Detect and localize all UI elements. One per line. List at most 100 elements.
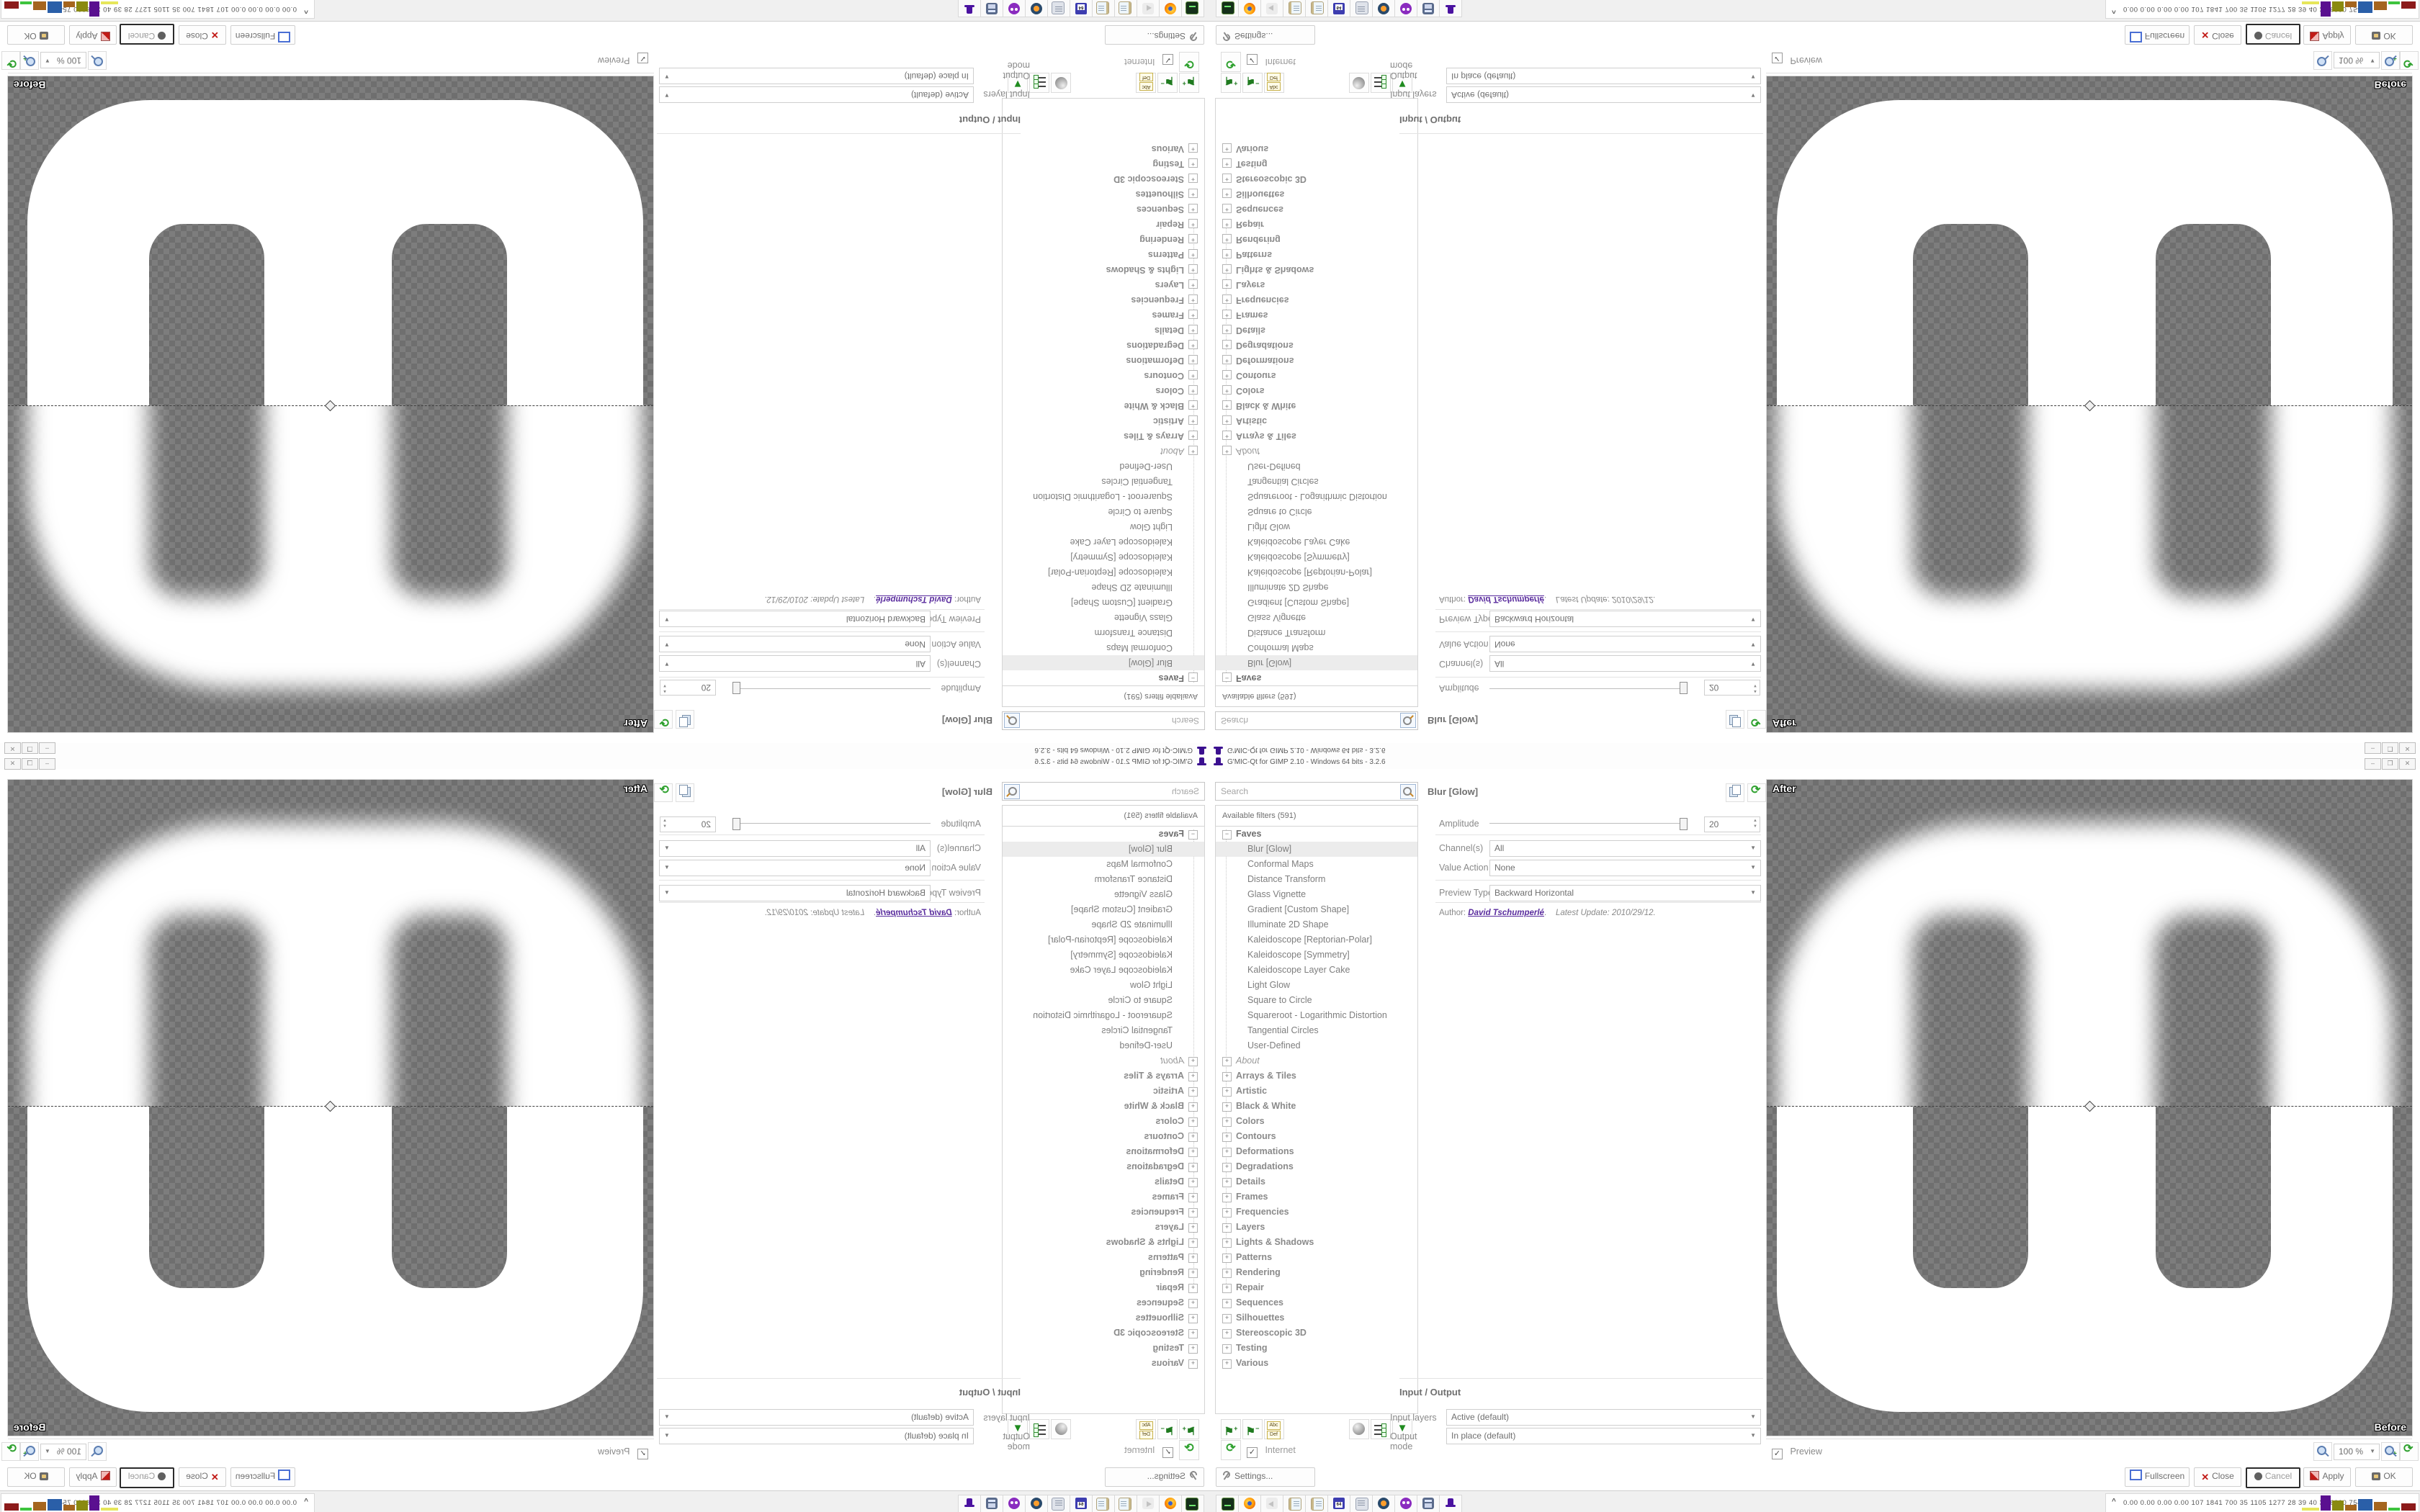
tree-category[interactable]: + Various [1003, 141, 1204, 156]
input-layers-select[interactable]: Active (default) ▼ [1446, 1409, 1761, 1426]
channels-select[interactable]: All ▼ [659, 840, 931, 857]
expander-icon[interactable]: + [1188, 249, 1198, 258]
tree-category[interactable]: + Contours [1216, 368, 1417, 383]
tree-category[interactable]: + Testing [1216, 1341, 1417, 1356]
preview-pane[interactable]: After Before [1766, 76, 2413, 733]
expander-icon[interactable]: + [1222, 1329, 1232, 1338]
settings-button[interactable]: Settings... [1105, 1467, 1204, 1487]
tree-item[interactable]: Glass Vignette [1003, 610, 1204, 625]
restore-button[interactable]: ❐ [2382, 742, 2398, 754]
zoom-in-button[interactable] [2381, 51, 2400, 70]
amplitude-slider-track[interactable] [1489, 688, 1685, 689]
taskbar-item[interactable] [1047, 0, 1070, 17]
tree-category[interactable]: + Degradations [1003, 338, 1204, 353]
tree-item[interactable]: Squareroot - Logarithmic Distortion [1003, 1008, 1204, 1023]
tree-category[interactable]: + Various [1216, 1356, 1417, 1371]
expander-icon[interactable]: + [1222, 1208, 1232, 1218]
tree-item[interactable]: Gradient [Custom Shape] [1216, 902, 1417, 917]
tray-expand-icon[interactable]: ^ [304, 1498, 308, 1506]
value-action-select[interactable]: None ▼ [659, 636, 931, 652]
expander-icon[interactable]: + [1222, 1254, 1232, 1263]
expander-icon[interactable]: + [1188, 1057, 1198, 1066]
taskbar-item[interactable] [1305, 1495, 1328, 1512]
tree-item[interactable]: Square to Circle [1003, 993, 1204, 1008]
output-mode-select[interactable]: In place (default) ▼ [659, 1428, 974, 1444]
amplitude-spinbox[interactable]: 20 ▲ ▼ [1704, 816, 1760, 832]
input-layers-select[interactable]: Active (default) ▼ [659, 86, 974, 103]
expander-icon[interactable]: + [1222, 1193, 1232, 1202]
reset-zoom-button[interactable]: ⟳ [2400, 1442, 2419, 1461]
expander-icon[interactable]: + [1222, 415, 1232, 425]
expander-icon[interactable]: + [1188, 158, 1198, 168]
value-action-select[interactable]: None ▼ [1489, 860, 1761, 876]
output-mode-select[interactable]: In place (default) ▼ [659, 68, 974, 84]
tree-category[interactable]: + Deformations [1003, 1144, 1204, 1159]
tree-item[interactable]: Blur [Glow] [1003, 655, 1204, 670]
expander-icon[interactable]: + [1188, 400, 1198, 410]
close-button[interactable]: ✕Close [2194, 1467, 2241, 1487]
reset-filter-button[interactable]: ⟳ [654, 783, 673, 802]
tree-category[interactable]: + Silhouettes [1216, 1310, 1417, 1326]
tree-item[interactable]: User-Defined [1003, 459, 1204, 474]
tree-category[interactable]: + Frequencies [1003, 1205, 1204, 1220]
tree-item[interactable]: Kaleidoscope Layer Cake [1003, 963, 1204, 978]
tree-category[interactable]: + Stereoscopic 3D [1216, 171, 1417, 186]
remove-fave-button[interactable]: ⚑− [1242, 1419, 1263, 1439]
expander-icon[interactable]: + [1222, 1178, 1232, 1187]
tree-category[interactable]: + Stereoscopic 3D [1216, 1326, 1417, 1341]
add-fave-button[interactable]: ⚑+ [1179, 1419, 1199, 1439]
tree-item[interactable]: Conformal Maps [1003, 857, 1204, 872]
tree-item[interactable]: Light Glow [1216, 519, 1417, 534]
amplitude-spinbox[interactable]: 20 ▲ ▼ [1704, 680, 1760, 696]
tree-category[interactable]: + Sequences [1003, 202, 1204, 217]
close-window-button[interactable]: ✕ [4, 742, 21, 754]
expander-icon[interactable]: + [1222, 219, 1232, 228]
tree-category[interactable]: + Layers [1003, 1220, 1204, 1235]
preview-type-select[interactable]: Backward Horizontal ▼ [659, 611, 931, 627]
expander-icon[interactable]: + [1222, 1269, 1232, 1278]
expander-icon[interactable]: + [1222, 385, 1232, 395]
amplitude-slider-handle[interactable] [1680, 682, 1688, 694]
expander-icon[interactable]: + [1222, 370, 1232, 379]
add-fave-button[interactable]: ⚑+ [1221, 1419, 1241, 1439]
expander-icon[interactable]: + [1188, 1087, 1198, 1097]
minimize-button[interactable]: – [2365, 758, 2381, 770]
taskbar-item[interactable] [1372, 0, 1395, 17]
expander-icon[interactable]: + [1222, 1148, 1232, 1157]
visibility-list-button[interactable] [1029, 73, 1049, 93]
reset-filter-button[interactable]: ⟳ [1747, 710, 1766, 729]
tree-item[interactable]: Kaleidoscope [Reptorian-Polar] [1003, 564, 1204, 580]
ok-button[interactable]: OK [2355, 1467, 2413, 1487]
taskbar-item[interactable] [1003, 0, 1026, 17]
tree-item[interactable]: Glass Vignette [1216, 610, 1417, 625]
add-fave-button[interactable]: ⚑+ [1179, 73, 1199, 93]
taskbar-item[interactable] [1305, 0, 1328, 17]
preview-pane[interactable]: After Before [7, 76, 654, 733]
spinner-arrows-icon[interactable]: ▲ ▼ [1753, 683, 1757, 693]
tree-category[interactable]: + About [1003, 1053, 1204, 1068]
reset-zoom-button[interactable]: ⟳ [1, 51, 20, 70]
ok-button[interactable]: OK [2355, 25, 2413, 45]
visibility-list-button[interactable] [1029, 1419, 1049, 1439]
search-input[interactable]: Search [1215, 782, 1418, 801]
tree-category[interactable]: + Sequences [1216, 202, 1417, 217]
channels-select[interactable]: All ▼ [1489, 840, 1761, 857]
tree-category[interactable]: + Rendering [1216, 1265, 1417, 1280]
preview-pane[interactable]: After Before [1766, 779, 2413, 1436]
tree-category[interactable]: + Degradations [1216, 338, 1417, 353]
taskbar-item[interactable] [1372, 1495, 1395, 1512]
tree-category[interactable]: − Faves [1003, 670, 1204, 685]
rename-fave-button[interactable]: Abc Def [1264, 73, 1284, 93]
tree-category[interactable]: + About [1003, 444, 1204, 459]
tree-item[interactable]: Tangential Circles [1003, 474, 1204, 489]
taskbar-item[interactable] [1159, 1495, 1182, 1512]
expander-icon[interactable]: + [1188, 174, 1198, 183]
collapse-all-button[interactable]: ▼ [1392, 1419, 1412, 1439]
tree-category[interactable]: + Deformations [1216, 353, 1417, 368]
value-action-select[interactable]: None ▼ [1489, 636, 1761, 652]
expander-icon[interactable]: + [1222, 264, 1232, 274]
taskbar-item[interactable] [958, 1495, 981, 1512]
expander-icon[interactable]: + [1222, 1057, 1232, 1066]
tree-category[interactable]: + Lights & Shadows [1216, 262, 1417, 277]
tree-category[interactable]: + Silhouettes [1216, 186, 1417, 202]
